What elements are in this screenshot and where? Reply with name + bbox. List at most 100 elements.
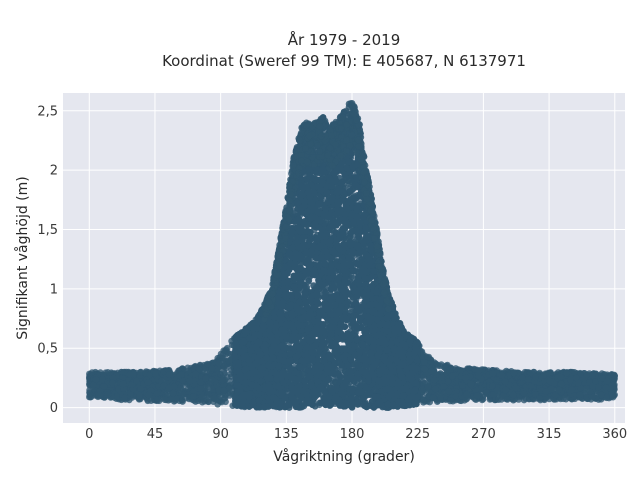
data-point	[420, 396, 427, 404]
data-point	[204, 360, 211, 368]
data-point	[459, 382, 466, 389]
data-point	[546, 377, 554, 385]
data-point	[191, 370, 199, 378]
data-point	[536, 395, 543, 402]
chart-title-line2: Koordinat (Sweref 99 TM): E 405687, N 61…	[162, 52, 526, 70]
data-point	[542, 388, 549, 395]
data-point	[169, 390, 177, 397]
data-point	[190, 393, 197, 400]
data-point	[473, 392, 481, 400]
data-point	[489, 370, 497, 377]
data-point	[586, 388, 594, 395]
data-point	[205, 398, 212, 406]
data-point	[86, 393, 93, 401]
data-point	[430, 376, 438, 384]
data-point	[147, 397, 155, 405]
data-point	[197, 385, 204, 392]
data-point	[222, 398, 229, 406]
data-point	[424, 383, 432, 391]
data-point	[502, 378, 509, 386]
data-point	[133, 377, 140, 385]
data-point	[104, 391, 112, 399]
chart-title-line1: År 1979 - 2019	[288, 30, 401, 49]
data-point	[215, 359, 223, 367]
data-points	[86, 100, 618, 411]
data-point	[137, 385, 144, 392]
data-point	[437, 394, 444, 402]
data-point	[609, 392, 616, 400]
data-point	[502, 386, 510, 394]
data-point	[548, 385, 556, 393]
data-point	[95, 391, 103, 399]
data-point	[525, 376, 532, 384]
data-point	[520, 396, 528, 404]
data-point	[226, 377, 234, 385]
data-point	[185, 367, 192, 375]
data-point	[598, 391, 605, 399]
data-point	[429, 394, 437, 402]
data-point	[594, 384, 602, 391]
data-point	[589, 372, 596, 379]
data-point	[126, 371, 134, 378]
data-point	[220, 347, 227, 355]
data-point	[152, 370, 159, 377]
data-point	[512, 384, 520, 392]
data-point	[563, 369, 571, 377]
data-point	[205, 383, 212, 391]
data-point	[165, 384, 173, 392]
data-point	[449, 372, 456, 380]
data-point	[560, 395, 567, 403]
data-point	[202, 375, 209, 382]
data-point	[520, 390, 528, 397]
data-point	[568, 386, 575, 394]
data-point	[186, 377, 194, 385]
data-point	[462, 374, 470, 382]
data-point	[602, 384, 610, 391]
data-point	[92, 376, 100, 383]
data-point	[467, 380, 475, 388]
data-point	[603, 377, 611, 385]
data-point	[557, 380, 565, 388]
data-point	[463, 391, 470, 398]
data-point	[495, 396, 502, 404]
data-point	[532, 373, 539, 381]
data-point	[475, 372, 482, 380]
data-point	[504, 396, 511, 403]
data-point	[555, 386, 563, 394]
data-point	[219, 376, 226, 384]
data-point	[444, 378, 452, 386]
data-point	[444, 367, 452, 375]
data-point	[208, 376, 216, 383]
data-point	[153, 390, 161, 397]
data-point	[440, 383, 447, 390]
data-point	[161, 396, 168, 404]
data-point	[576, 391, 584, 399]
data-point	[438, 374, 446, 381]
data-point	[493, 386, 501, 394]
data-point	[121, 394, 128, 402]
data-point	[498, 371, 506, 379]
data-point	[432, 385, 439, 393]
data-point	[210, 394, 218, 402]
data-point	[136, 392, 143, 400]
data-point	[610, 371, 618, 379]
data-point	[220, 387, 228, 394]
data-point	[509, 391, 517, 399]
data-point	[557, 373, 564, 381]
data-point	[109, 379, 116, 387]
data-point	[519, 374, 526, 382]
data-point	[510, 369, 518, 377]
data-point	[145, 391, 153, 399]
data-point	[166, 371, 173, 378]
data-point	[178, 371, 185, 378]
data-point	[225, 357, 233, 364]
data-point	[421, 359, 428, 366]
data-point	[99, 376, 106, 383]
data-point	[427, 367, 435, 375]
data-point	[571, 369, 578, 376]
data-point	[567, 376, 574, 384]
data-point	[421, 365, 429, 373]
data-point	[119, 380, 127, 388]
data-point	[445, 388, 453, 395]
